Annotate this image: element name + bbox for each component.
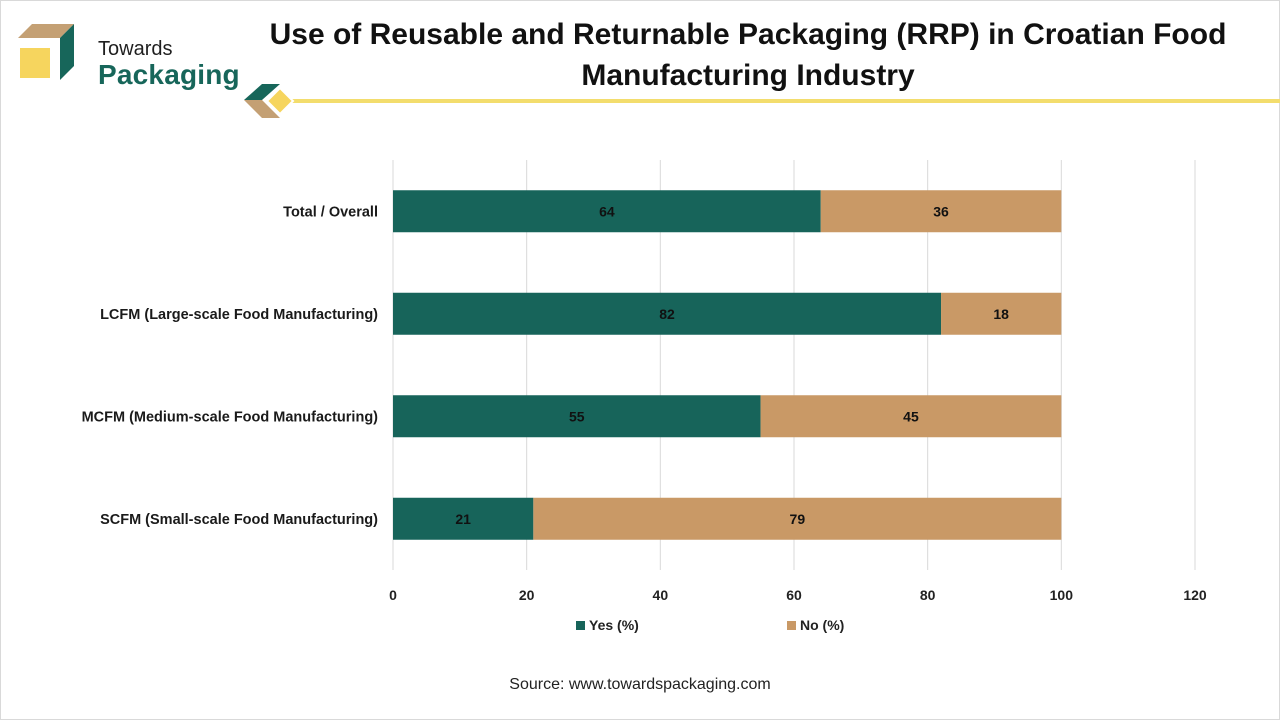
bar-no bbox=[941, 292, 1062, 335]
legend-swatch-yes bbox=[576, 621, 585, 630]
x-tick-label: 120 bbox=[1183, 587, 1207, 603]
x-tick-label: 20 bbox=[519, 587, 535, 603]
data-label: 55 bbox=[569, 408, 585, 424]
bar-yes bbox=[393, 497, 534, 540]
x-tick-label: 60 bbox=[786, 587, 802, 603]
title-underline-decoration bbox=[244, 84, 1280, 118]
bar-yes bbox=[393, 292, 942, 335]
legend-label: Yes (%) bbox=[589, 617, 639, 633]
bar-no bbox=[820, 190, 1062, 233]
x-tick-label: 100 bbox=[1050, 587, 1074, 603]
data-label: 36 bbox=[933, 203, 949, 219]
category-label: MCFM (Medium-scale Food Manufacturing) bbox=[82, 409, 379, 425]
data-label: 64 bbox=[599, 203, 615, 219]
yellow-diamond-shape bbox=[265, 86, 295, 116]
logo-text-towards: Towards bbox=[98, 38, 173, 60]
green-diamond-shape bbox=[244, 84, 280, 100]
box-logo-icon bbox=[18, 24, 74, 80]
chart-title: Use of Reusable and Returnable Packaging… bbox=[269, 18, 1227, 92]
bar-yes bbox=[393, 190, 821, 233]
data-label: 82 bbox=[659, 306, 675, 322]
stacked-bar-chart: 0 20 40 60 80 100 120 Total / Overall 64 36 LCFM (… bbox=[82, 160, 1207, 633]
tan-diamond-shape bbox=[244, 100, 280, 118]
data-label: 45 bbox=[903, 408, 919, 424]
category-label: LCFM (Large-scale Food Manufacturing) bbox=[100, 307, 378, 323]
legend-swatch-no bbox=[787, 621, 796, 630]
logo-text-packaging: Packaging bbox=[98, 59, 240, 90]
source-note: Source: www.towardspackaging.com bbox=[509, 676, 771, 693]
bar-yes bbox=[393, 395, 761, 438]
towards-packaging-logo[interactable]: Towards Packaging bbox=[14, 18, 240, 90]
x-tick-label: 40 bbox=[653, 587, 669, 603]
data-label: 79 bbox=[790, 511, 806, 527]
bar-no bbox=[533, 497, 1062, 540]
category-label: Total / Overall bbox=[283, 204, 378, 220]
legend-label: No (%) bbox=[800, 617, 844, 633]
x-tick-label: 0 bbox=[389, 587, 397, 603]
data-label: 18 bbox=[993, 306, 1009, 322]
category-label: SCFM (Small-scale Food Manufacturing) bbox=[100, 512, 378, 528]
x-tick-label: 80 bbox=[920, 587, 936, 603]
bar-no bbox=[760, 395, 1062, 438]
data-label: 21 bbox=[455, 511, 471, 527]
